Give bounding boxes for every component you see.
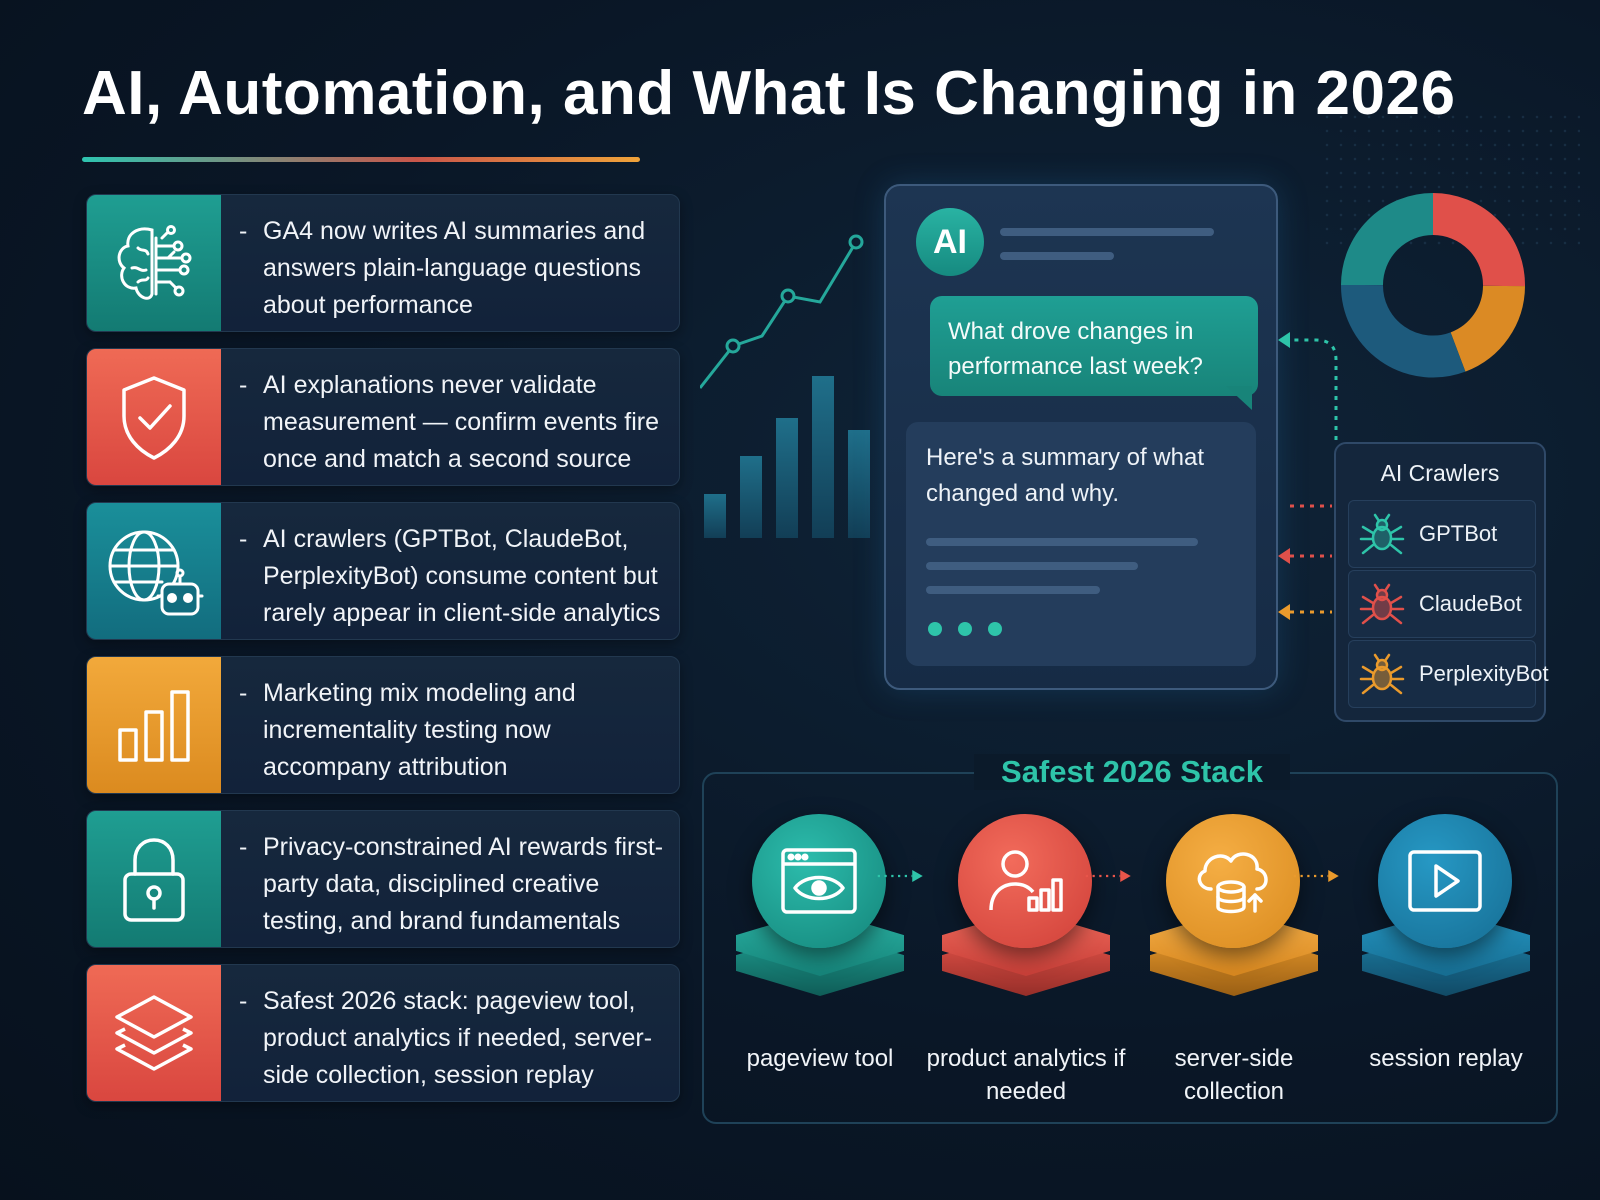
- card-icon-box: [87, 657, 221, 793]
- donut-chart-decoration: [1340, 193, 1525, 378]
- crawler-name: PerplexityBot: [1419, 661, 1549, 686]
- trend-point: [848, 234, 864, 250]
- trend-bar: [740, 456, 762, 538]
- ai-crawlers-panel: AI Crawlers GPTBot ClaudeBot PerplexityB…: [1334, 442, 1549, 722]
- stack-step-pageview-tool: pageview tool: [730, 814, 910, 1114]
- placeholder-line: [926, 586, 1100, 594]
- shield-check-icon: [122, 376, 186, 460]
- stack-title: Safest 2026 Stack: [974, 754, 1290, 790]
- card-text: AI explanations never validate measureme…: [263, 371, 659, 473]
- donut-slice: [1341, 193, 1434, 286]
- step-label: pageview tool: [746, 1045, 894, 1072]
- answer-text: Here's a summary of what changed and why…: [926, 444, 1205, 507]
- placeholder-line: [926, 562, 1138, 570]
- trend-point: [780, 288, 796, 304]
- user-chart-icon: [989, 850, 1063, 912]
- typing-dot: [988, 622, 1002, 636]
- card-icon-box: [87, 349, 221, 485]
- arrowhead: [1278, 548, 1290, 564]
- arrowhead: [1278, 604, 1290, 620]
- card-marketing-mix: - Marketing mix modeling and incrementali…: [86, 656, 680, 794]
- title-underline: [82, 157, 640, 162]
- padlock-icon: [123, 838, 185, 922]
- donut-slice: [1432, 193, 1525, 287]
- card-text: Privacy-constrained AI rewards first-par…: [263, 833, 664, 935]
- card-ai-explanations: - AI explanations never validate measurem…: [86, 348, 680, 486]
- trend-point: [725, 338, 741, 354]
- trend-chart-decoration: [700, 234, 870, 538]
- spider-icon: [1359, 513, 1405, 555]
- ai-chat-panel: AI What drove changes in performance las…: [884, 184, 1278, 690]
- stack-step-product-analytics: product analytics if needed: [927, 814, 1125, 1114]
- placeholder-line: [926, 538, 1198, 546]
- card-text: Marketing mix modeling and incrementalit…: [263, 679, 576, 781]
- arrowhead: [1278, 332, 1290, 348]
- card-privacy: - Privacy-constrained AI rewards first-pa…: [86, 810, 680, 948]
- step-label: server-side collection: [1174, 1045, 1294, 1105]
- ai-badge: AI: [916, 208, 984, 276]
- answer-bubble: Here's a summary of what changed and why…: [906, 422, 1256, 666]
- safest-stack-section: Safest 2026 Stack pageview tool product …: [702, 754, 1558, 1124]
- card-text: Safest 2026 stack: pageview tool, produc…: [263, 987, 653, 1089]
- card-icon-box: [87, 503, 221, 639]
- trend-bar: [812, 376, 834, 538]
- connector-donut-to-chat: [1288, 338, 1338, 440]
- flow-arrow: [877, 870, 923, 882]
- card-safest-stack: - Safest 2026 stack: pageview tool, produ…: [86, 964, 680, 1102]
- spider-icon: [1359, 583, 1405, 625]
- typing-dot: [958, 622, 972, 636]
- crawler-claudebot: ClaudeBot: [1348, 570, 1536, 638]
- crawler-name: GPTBot: [1419, 521, 1498, 546]
- card-ga4-summaries: - GA4 now writes AI summaries and answers…: [86, 194, 680, 332]
- trend-bar: [776, 418, 798, 538]
- trend-bar: [848, 430, 870, 538]
- step-label: session replay: [1369, 1045, 1523, 1072]
- placeholder-line: [1000, 228, 1214, 236]
- question-bubble: What drove changes in performance last w…: [930, 296, 1258, 396]
- step-circle: [752, 814, 886, 948]
- typing-dot: [928, 622, 942, 636]
- trend-line: [700, 241, 858, 389]
- step-circle: [1166, 814, 1300, 948]
- stack-step-server-side: server-side collection: [1144, 814, 1324, 1114]
- connector-arrows: [1278, 332, 1338, 620]
- crawlers-title: AI Crawlers: [1380, 460, 1500, 486]
- question-bubble-tail: [1226, 386, 1252, 410]
- layers-icon: [115, 995, 193, 1071]
- cloud-database-icon: [1197, 852, 1268, 914]
- flow-arrow: [1293, 870, 1339, 882]
- brain-circuit-icon: [117, 225, 192, 300]
- placeholder-line: [1000, 252, 1114, 260]
- crawler-perplexitybot: PerplexityBot: [1348, 640, 1549, 708]
- card-icon-box: [87, 965, 221, 1101]
- crawler-name: ClaudeBot: [1419, 591, 1522, 616]
- step-label: product analytics if needed: [926, 1045, 1126, 1105]
- step-circle: [958, 814, 1092, 948]
- crawler-gptbot: GPTBot: [1348, 500, 1536, 568]
- donut-slice: [1449, 284, 1525, 372]
- donut-slice: [1340, 284, 1466, 378]
- trend-bar: [704, 494, 726, 538]
- spider-icon: [1359, 653, 1405, 695]
- flow-arrow: [1085, 870, 1131, 882]
- play-screen-icon: [1408, 850, 1482, 912]
- page-title: AI, Automation, and What Is Changing in …: [82, 59, 1456, 128]
- card-icon-box: [87, 811, 221, 947]
- stack-step-session-replay: session replay: [1356, 814, 1536, 1114]
- card-ai-crawlers: - AI crawlers (GPTBot, ClaudeBot, Perplex…: [86, 502, 680, 640]
- card-text: GA4 now writes AI summaries and answers …: [263, 217, 646, 319]
- card-icon-box: [87, 195, 221, 331]
- browser-eye-icon: [781, 848, 857, 914]
- card-text: AI crawlers (GPTBot, ClaudeBot, Perplexi…: [263, 525, 661, 627]
- step-circle: [1378, 814, 1512, 948]
- bar-chart-icon: [118, 690, 190, 762]
- globe-robot-icon: [108, 530, 204, 616]
